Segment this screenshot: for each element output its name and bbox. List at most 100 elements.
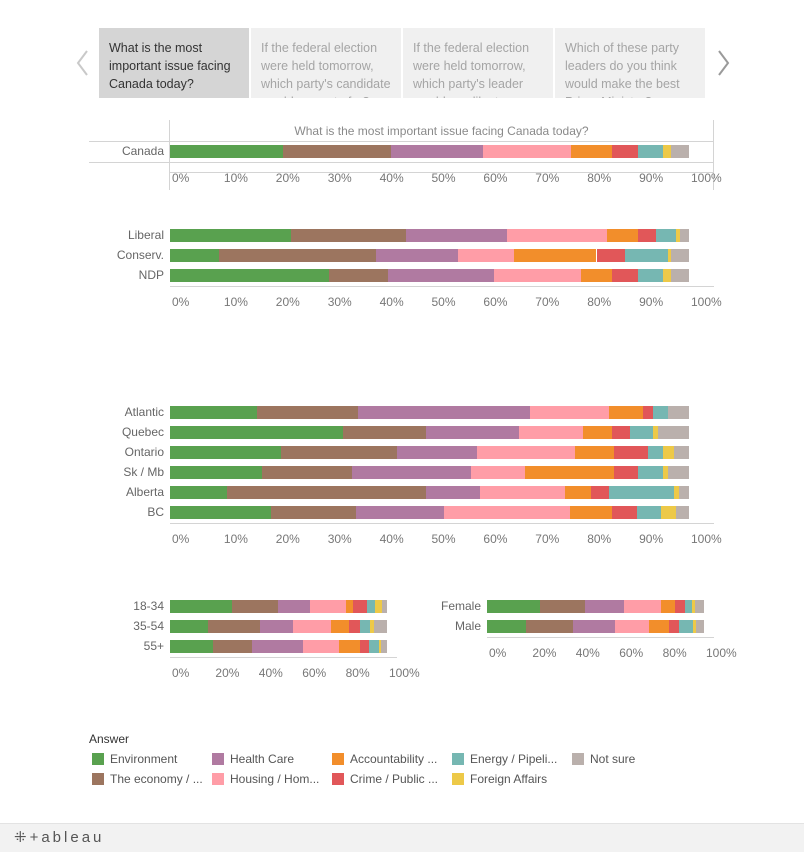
bar-segment-female-not-sure[interactable]	[695, 600, 704, 613]
bar-segment-quebec-housing-hom[interactable]	[518, 426, 584, 439]
bar-segment-sk-mb-housing-hom[interactable]	[470, 466, 525, 479]
bar-segment-ndp-energy-pipeli[interactable]	[637, 269, 664, 282]
bar-segment-quebec-accountability[interactable]	[583, 426, 612, 439]
bar-segment-canada-not-sure[interactable]	[671, 145, 689, 158]
bar-segment-bc-environment[interactable]	[170, 506, 271, 519]
bar-segment-female-environment[interactable]	[487, 600, 541, 613]
bar-segment-ndp-the-economy[interactable]	[329, 269, 389, 282]
bar-segment-quebec-not-sure[interactable]	[658, 426, 689, 439]
bar-segment-18-34-foreign-affairs[interactable]	[375, 600, 382, 613]
bar-segment-ontario-foreign-affairs[interactable]	[663, 446, 674, 459]
bar-segment-35-54-health-care[interactable]	[260, 620, 293, 633]
bar-segment-18-34-not-sure[interactable]	[381, 600, 387, 613]
bar-segment-male-environment[interactable]	[487, 620, 527, 633]
bar-segment-ndp-foreign-affairs[interactable]	[663, 269, 671, 282]
bar-segment-male-foreign-affairs[interactable]	[693, 620, 697, 633]
bar-segment-liberal-environment[interactable]	[170, 229, 291, 242]
bar-segment-sk-mb-foreign-affairs[interactable]	[663, 466, 669, 479]
bar-segment-female-crime-public[interactable]	[674, 600, 686, 613]
bar-segment-conserv-housing-hom[interactable]	[457, 249, 515, 262]
bar-segment-sk-mb-energy-pipeli[interactable]	[637, 466, 664, 479]
bar-segment-female-foreign-affairs[interactable]	[692, 600, 696, 613]
previous-arrow-icon[interactable]	[72, 48, 94, 78]
bar-segment-alberta-energy-pipeli[interactable]	[608, 486, 674, 499]
bar-segment-male-health-care[interactable]	[573, 620, 615, 633]
legend-item-crime[interactable]: Crime / Public ...	[332, 772, 438, 786]
bar-segment-35-54-accountability[interactable]	[330, 620, 350, 633]
bar-segment-55-crime-public[interactable]	[360, 640, 369, 653]
bar-segment-bc-housing-hom[interactable]	[443, 506, 571, 519]
bar-segment-quebec-energy-pipeli[interactable]	[629, 426, 653, 439]
bar-segment-female-housing-hom[interactable]	[624, 600, 662, 613]
bar-segment-conserv-foreign-affairs[interactable]	[668, 249, 671, 262]
tab-vote-leader[interactable]: If the federal election were held tomorr…	[403, 28, 553, 98]
bar-segment-35-54-crime-public[interactable]	[349, 620, 360, 633]
bar-segment-alberta-accountability[interactable]	[565, 486, 591, 499]
bar-segment-alberta-housing-hom[interactable]	[479, 486, 566, 499]
bar-segment-conserv-not-sure[interactable]	[671, 249, 689, 262]
next-arrow-icon[interactable]	[712, 48, 734, 78]
bar-segment-35-54-energy-pipeli[interactable]	[359, 620, 370, 633]
bar-segment-atlantic-not-sure[interactable]	[668, 406, 689, 419]
bar-segment-atlantic-accountability[interactable]	[609, 406, 643, 419]
bar-segment-quebec-environment[interactable]	[170, 426, 343, 439]
bar-segment-alberta-crime-public[interactable]	[590, 486, 609, 499]
bar-segment-ndp-health-care[interactable]	[388, 269, 494, 282]
bar-segment-atlantic-health-care[interactable]	[357, 406, 530, 419]
bar-segment-atlantic-crime-public[interactable]	[642, 406, 654, 419]
bar-segment-alberta-health-care[interactable]	[425, 486, 480, 499]
bar-segment-female-the-economy[interactable]	[540, 600, 586, 613]
bar-segment-ontario-housing-hom[interactable]	[477, 446, 576, 459]
bar-segment-liberal-accountability[interactable]	[606, 229, 638, 242]
bar-segment-ndp-environment[interactable]	[170, 269, 330, 282]
bar-segment-female-accountability[interactable]	[661, 600, 675, 613]
bar-segment-canada-health-care[interactable]	[390, 145, 484, 158]
bar-segment-liberal-not-sure[interactable]	[679, 229, 689, 242]
bar-segment-ontario-energy-pipeli[interactable]	[647, 446, 664, 459]
bar-segment-male-energy-pipeli[interactable]	[678, 620, 694, 633]
bar-segment-18-34-the-economy[interactable]	[232, 600, 278, 613]
bar-segment-conserv-environment[interactable]	[170, 249, 219, 262]
bar-segment-35-54-foreign-affairs[interactable]	[369, 620, 374, 633]
bar-segment-canada-housing-hom[interactable]	[483, 145, 571, 158]
bar-segment-35-54-environment[interactable]	[170, 620, 208, 633]
bar-segment-liberal-health-care[interactable]	[406, 229, 507, 242]
bar-segment-18-34-environment[interactable]	[170, 600, 232, 613]
bar-segment-ontario-health-care[interactable]	[397, 446, 478, 459]
tab-vote-candidate[interactable]: If the federal election were held tomorr…	[251, 28, 401, 98]
bar-segment-bc-accountability[interactable]	[570, 506, 612, 519]
bar-segment-alberta-foreign-affairs[interactable]	[673, 486, 679, 499]
bar-segment-55-environment[interactable]	[170, 640, 213, 653]
bar-segment-atlantic-housing-hom[interactable]	[529, 406, 610, 419]
bar-segment-sk-mb-health-care[interactable]	[352, 466, 471, 479]
legend-item-accountability[interactable]: Accountability ...	[332, 752, 437, 766]
bar-segment-atlantic-the-economy[interactable]	[257, 406, 358, 419]
bar-segment-quebec-the-economy[interactable]	[343, 426, 426, 439]
legend-item-not-sure[interactable]: Not sure	[572, 752, 635, 766]
bar-segment-bc-foreign-affairs[interactable]	[660, 506, 677, 519]
bar-segment-bc-the-economy[interactable]	[270, 506, 356, 519]
bar-segment-ontario-not-sure[interactable]	[673, 446, 689, 459]
bar-segment-18-34-energy-pipeli[interactable]	[366, 600, 376, 613]
bar-segment-conserv-health-care[interactable]	[375, 249, 458, 262]
bar-segment-35-54-housing-hom[interactable]	[292, 620, 331, 633]
legend-item-housing[interactable]: Housing / Hom...	[212, 772, 319, 786]
bar-segment-quebec-crime-public[interactable]	[611, 426, 630, 439]
legend-item-health-care[interactable]: Health Care	[212, 752, 294, 766]
legend-item-environment[interactable]: Environment	[92, 752, 177, 766]
bar-segment-conserv-accountability[interactable]	[514, 249, 597, 262]
bar-segment-ndp-crime-public[interactable]	[611, 269, 638, 282]
bar-segment-ontario-environment[interactable]	[170, 446, 282, 459]
bar-segment-alberta-the-economy[interactable]	[226, 486, 426, 499]
bar-segment-ontario-crime-public[interactable]	[614, 446, 648, 459]
bar-segment-ndp-not-sure[interactable]	[671, 269, 689, 282]
bar-segment-alberta-not-sure[interactable]	[678, 486, 689, 499]
bar-segment-sk-mb-the-economy[interactable]	[262, 466, 353, 479]
bar-segment-ontario-accountability[interactable]	[575, 446, 615, 459]
bar-segment-canada-environment[interactable]	[170, 145, 284, 158]
bar-segment-ndp-accountability[interactable]	[581, 269, 612, 282]
bar-segment-liberal-foreign-affairs[interactable]	[676, 229, 680, 242]
bar-segment-bc-crime-public[interactable]	[611, 506, 638, 519]
bar-segment-quebec-health-care[interactable]	[425, 426, 519, 439]
bar-segment-canada-the-economy[interactable]	[283, 145, 391, 158]
